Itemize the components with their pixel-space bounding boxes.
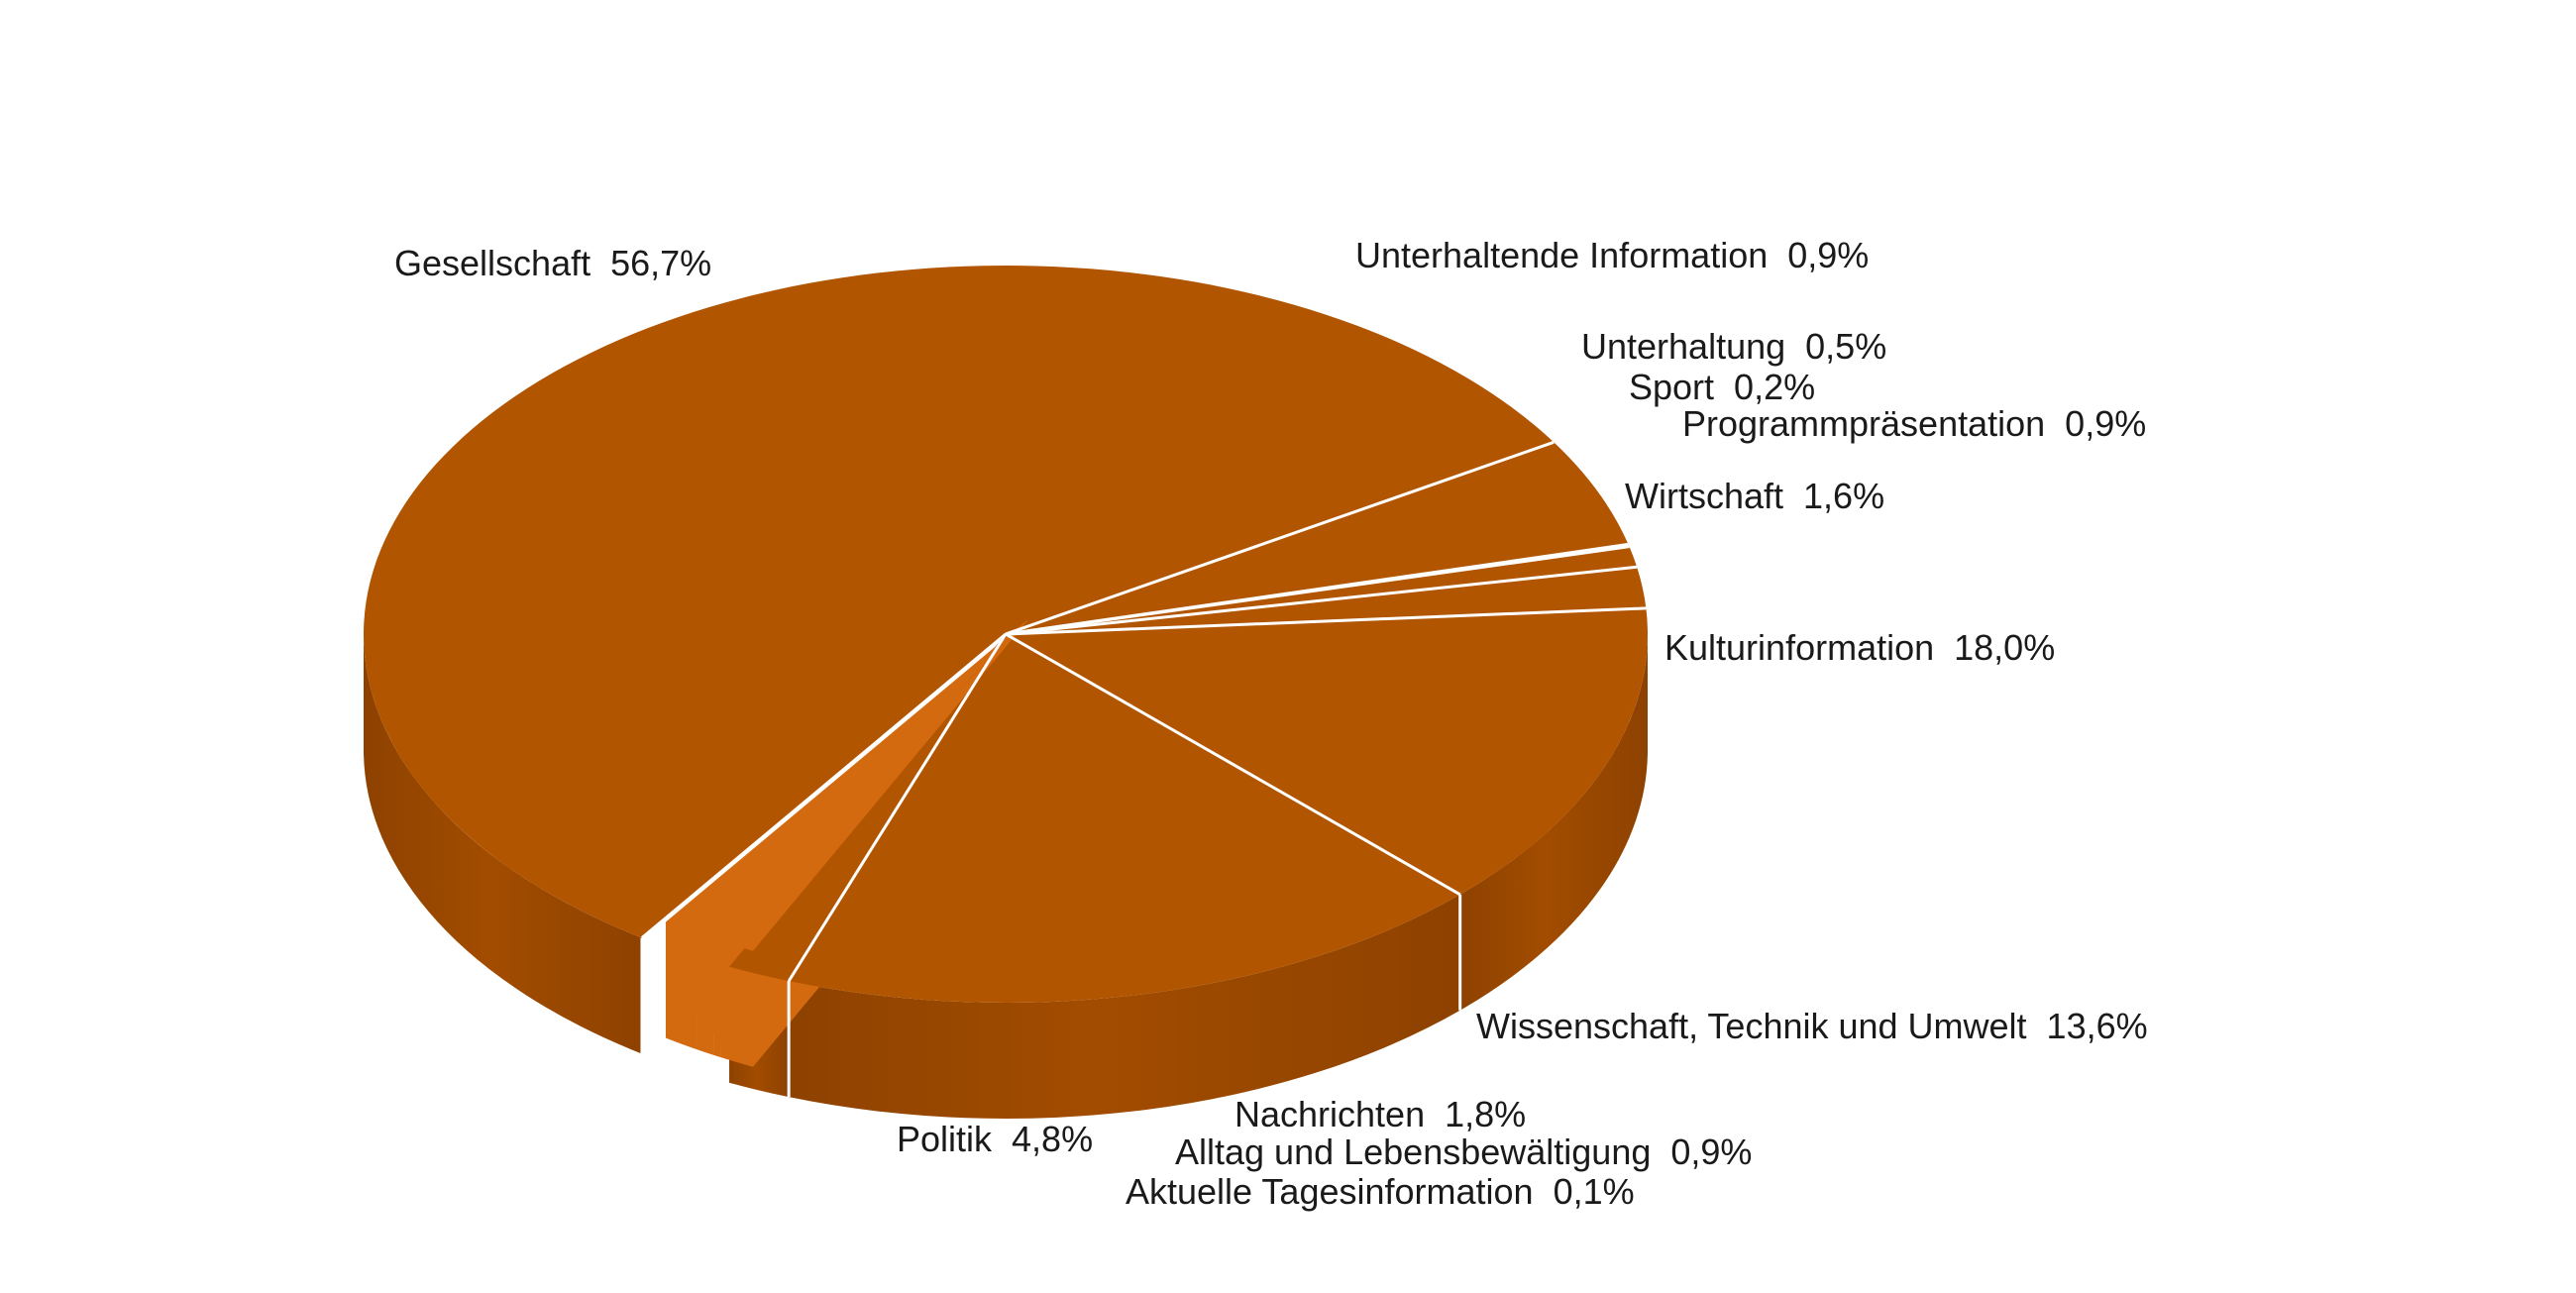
pie-separator-wissenschaft-technik-und-umwelt bbox=[1005, 606, 1647, 636]
pie-side-gesellschaft bbox=[364, 634, 642, 1054]
pie-label-alltag-und-lebensbewaltigung: Alltag und Lebensbewältigung 0,9% bbox=[1175, 1131, 1752, 1172]
pie-label-programmprasentation: Programmpräsentation 0,9% bbox=[1682, 403, 2146, 444]
pie-slice-gesellschaft bbox=[364, 265, 1555, 938]
pie-label-layer: Gesellschaft 56,7% Politik 4,8% Aktuelle T… bbox=[394, 235, 2148, 1212]
pie-slice-unterhaltung bbox=[696, 618, 1029, 939]
pie-slice-wissenschaft-technik-und-umwelt bbox=[1006, 607, 1648, 895]
pie-label-gesellschaft: Gesellschaft 56,7% bbox=[394, 243, 711, 283]
pie-label-kulturinformation: Kulturinformation 18,0% bbox=[1664, 627, 2055, 668]
pie-label-nachrichten: Nachrichten 1,8% bbox=[1234, 1094, 1526, 1134]
pie-label-wissenschaft-technik-und-umwelt: Wissenschaft, Technik und Umwelt 13,6% bbox=[1476, 1006, 2148, 1046]
pie-label-politik: Politik 4,8% bbox=[897, 1119, 1093, 1159]
pie-separator-wirtschaft bbox=[787, 633, 1008, 982]
pie-side-wissenschaft-technik-und-umwelt bbox=[1459, 634, 1648, 1011]
pie-label-aktuelle-tagesinformation: Aktuelle Tagesinformation 0,1% bbox=[1126, 1171, 1635, 1212]
pie-slice-unterhaltende-information bbox=[665, 618, 1029, 933]
pie-separator-layer bbox=[640, 440, 1647, 1098]
pie-slice-sport bbox=[713, 618, 1029, 942]
pie-separator-alltag-und-lebensbewaltigung bbox=[1005, 545, 1630, 636]
pie-separator-kulturinformation bbox=[1005, 632, 1461, 897]
pie-slice-politik bbox=[1006, 442, 1629, 634]
pie-label-unterhaltung: Unterhaltung 0,5% bbox=[1581, 326, 1886, 367]
pie-separator-nachrichten bbox=[1005, 565, 1638, 636]
pie-slice-programmprasentation bbox=[720, 618, 1029, 951]
pie-label-wirtschaft: Wirtschaft 1,6% bbox=[1625, 476, 1884, 516]
pie-label-sport: Sport 0,2% bbox=[1629, 367, 1815, 407]
pie-separator-politik bbox=[1005, 440, 1555, 636]
pie-slice-kulturinformation bbox=[789, 634, 1460, 1004]
pie-separator-gesellschaft bbox=[641, 632, 1007, 939]
pie-side-kulturinformation bbox=[789, 894, 1460, 1119]
pie-label-unterhaltende-information: Unterhaltende Information 0,9% bbox=[1355, 235, 1869, 275]
